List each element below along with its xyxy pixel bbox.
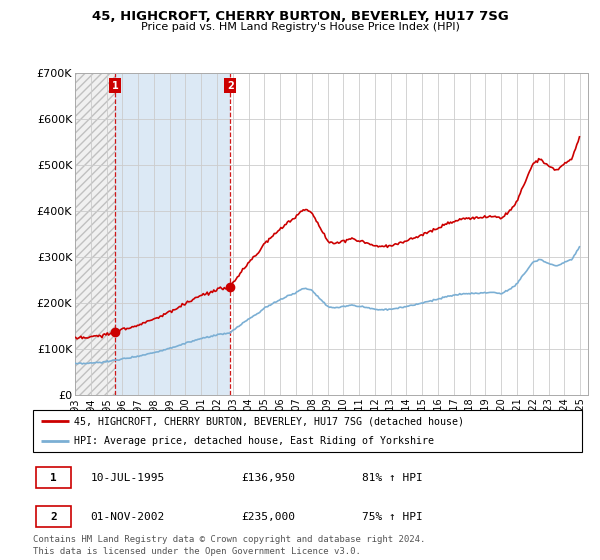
FancyBboxPatch shape	[36, 467, 71, 488]
Text: 2: 2	[50, 512, 56, 522]
Text: 2: 2	[227, 81, 233, 91]
Text: £136,950: £136,950	[242, 473, 296, 483]
Text: 81% ↑ HPI: 81% ↑ HPI	[362, 473, 423, 483]
FancyBboxPatch shape	[36, 506, 71, 528]
Bar	[115, 73, 230, 395]
Text: 10-JUL-1995: 10-JUL-1995	[91, 473, 165, 483]
FancyBboxPatch shape	[33, 410, 582, 452]
Text: Contains HM Land Registry data © Crown copyright and database right 2024.
This d: Contains HM Land Registry data © Crown c…	[33, 535, 425, 556]
Text: 01-NOV-2002: 01-NOV-2002	[91, 512, 165, 522]
Text: 45, HIGHCROFT, CHERRY BURTON, BEVERLEY, HU17 7SG (detached house): 45, HIGHCROFT, CHERRY BURTON, BEVERLEY, …	[74, 416, 464, 426]
Text: Price paid vs. HM Land Registry's House Price Index (HPI): Price paid vs. HM Land Registry's House …	[140, 22, 460, 32]
Text: 1: 1	[50, 473, 56, 483]
Text: £235,000: £235,000	[242, 512, 296, 522]
Bar	[75, 73, 115, 395]
Text: 45, HIGHCROFT, CHERRY BURTON, BEVERLEY, HU17 7SG: 45, HIGHCROFT, CHERRY BURTON, BEVERLEY, …	[92, 10, 508, 23]
Text: 1: 1	[112, 81, 118, 91]
Text: 75% ↑ HPI: 75% ↑ HPI	[362, 512, 423, 522]
Text: HPI: Average price, detached house, East Riding of Yorkshire: HPI: Average price, detached house, East…	[74, 436, 434, 446]
